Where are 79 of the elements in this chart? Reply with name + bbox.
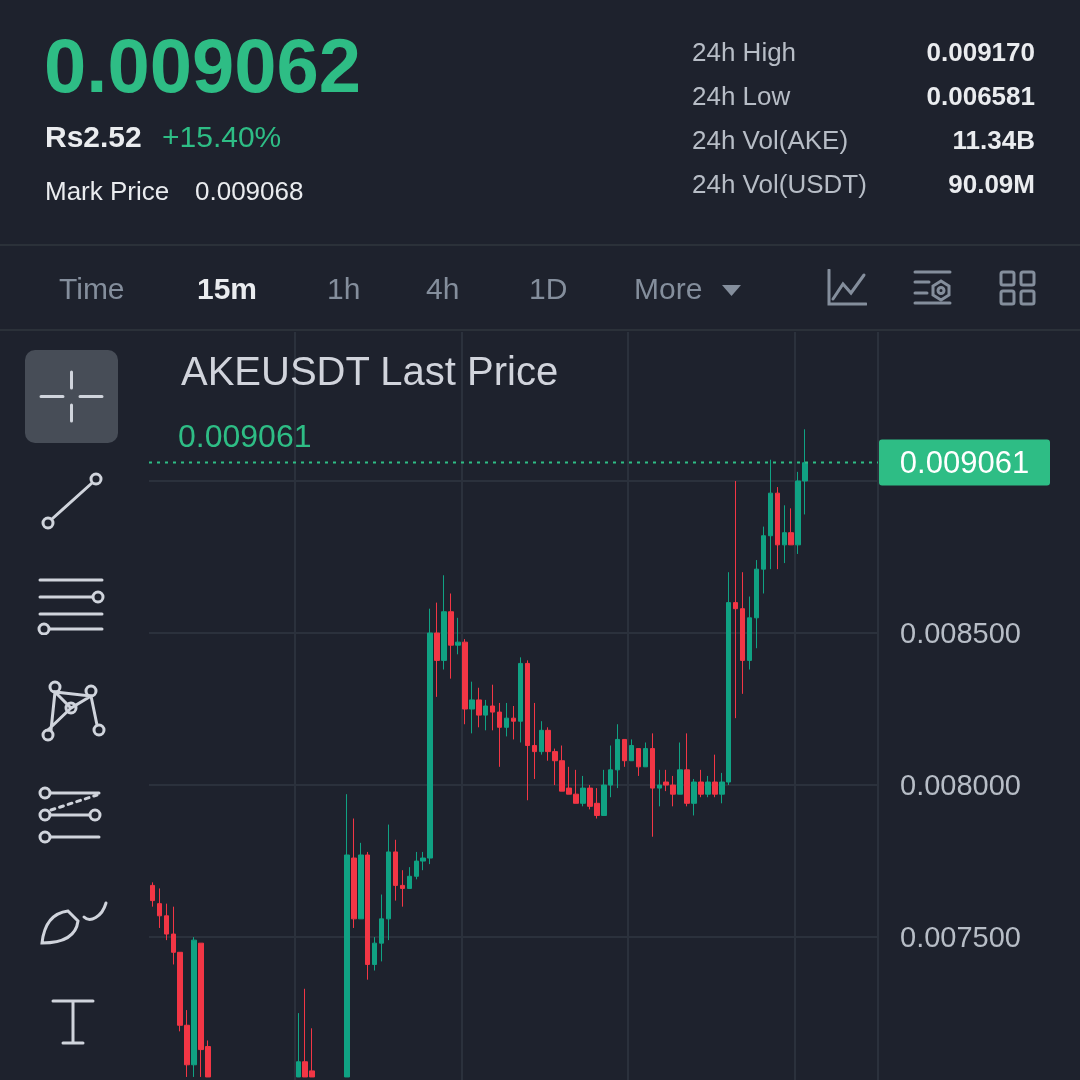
candlestick bbox=[650, 732, 655, 838]
candlestick bbox=[775, 486, 780, 570]
candlestick bbox=[157, 887, 162, 929]
candlestick bbox=[782, 504, 787, 564]
candlestick bbox=[539, 720, 544, 756]
candlestick bbox=[747, 596, 752, 671]
candlestick bbox=[483, 699, 488, 731]
candlestick bbox=[358, 842, 364, 920]
text: 1h bbox=[327, 272, 361, 305]
candlestick bbox=[351, 818, 357, 929]
text: 90.09M bbox=[948, 169, 1035, 199]
candlestick bbox=[469, 681, 475, 734]
candlestick bbox=[691, 778, 697, 816]
candlestick bbox=[754, 559, 759, 649]
candlestick bbox=[407, 866, 412, 889]
candlestick bbox=[615, 723, 620, 789]
candlestick bbox=[434, 602, 440, 698]
candlestick bbox=[344, 793, 350, 1078]
candlestick bbox=[393, 839, 398, 902]
candlestick bbox=[448, 593, 454, 680]
candlestick bbox=[504, 702, 509, 737]
candlestick bbox=[455, 617, 461, 655]
ref-line-label: 0.009061 bbox=[899, 444, 1030, 480]
candlestick bbox=[476, 687, 482, 728]
candlestick bbox=[712, 754, 718, 798]
candlestick bbox=[629, 738, 634, 762]
text: Rs2.52 bbox=[45, 120, 142, 153]
text: 15m bbox=[197, 272, 258, 305]
text: 4h bbox=[426, 272, 460, 305]
text: Mark Price bbox=[45, 176, 170, 206]
text: More bbox=[634, 272, 703, 305]
text: +15.40% bbox=[162, 120, 282, 153]
candlestick bbox=[191, 936, 197, 1078]
candlestick bbox=[768, 459, 773, 570]
text: 24h High bbox=[692, 37, 797, 67]
candlestick bbox=[636, 748, 641, 777]
candlestick bbox=[698, 769, 704, 798]
chart-title: AKEUSDT Last Price bbox=[181, 349, 559, 393]
candlestick bbox=[677, 741, 683, 795]
text: Time bbox=[59, 272, 125, 305]
text: 11.34B bbox=[952, 125, 1035, 155]
text: 24h Low bbox=[692, 81, 791, 111]
candlestick bbox=[386, 824, 391, 941]
candlestick bbox=[733, 480, 738, 719]
candlestick bbox=[400, 869, 405, 908]
candlestick bbox=[684, 732, 690, 807]
candlestick bbox=[532, 702, 537, 780]
candlestick bbox=[788, 507, 794, 546]
candlestick bbox=[462, 638, 468, 725]
annotation: 0.009061 bbox=[178, 418, 312, 454]
text: 24h Vol(AKE) bbox=[692, 125, 849, 155]
candlestick bbox=[511, 705, 516, 740]
candlestick bbox=[365, 851, 370, 981]
candlestick bbox=[622, 738, 627, 768]
text: 0.009062 bbox=[44, 23, 361, 108]
text: 1D bbox=[529, 272, 568, 305]
candlestick bbox=[580, 775, 586, 807]
candlestick bbox=[372, 936, 377, 972]
candlestick bbox=[643, 741, 648, 768]
y-tick-label: 0.007500 bbox=[900, 921, 1021, 954]
candlestick bbox=[518, 656, 523, 743]
candlestick bbox=[490, 684, 495, 731]
y-tick-label: 0.008000 bbox=[900, 769, 1021, 802]
candlestick bbox=[761, 526, 766, 594]
candlestick bbox=[705, 775, 711, 798]
text: 24h Vol(USDT) bbox=[692, 169, 867, 199]
candlestick bbox=[441, 574, 447, 671]
candlestick bbox=[740, 571, 745, 695]
candlestick bbox=[657, 769, 662, 807]
y-tick-label: 0.008500 bbox=[900, 617, 1021, 650]
candlestick bbox=[164, 903, 169, 941]
text: 0.006581 bbox=[926, 81, 1035, 111]
candlestick bbox=[525, 659, 530, 801]
candlestick bbox=[497, 702, 502, 768]
candlestick bbox=[150, 881, 155, 908]
text: 0.009170 bbox=[926, 37, 1035, 67]
text: 0.009068 bbox=[195, 176, 304, 206]
candlestick bbox=[379, 894, 384, 962]
candlestick bbox=[296, 1012, 301, 1078]
